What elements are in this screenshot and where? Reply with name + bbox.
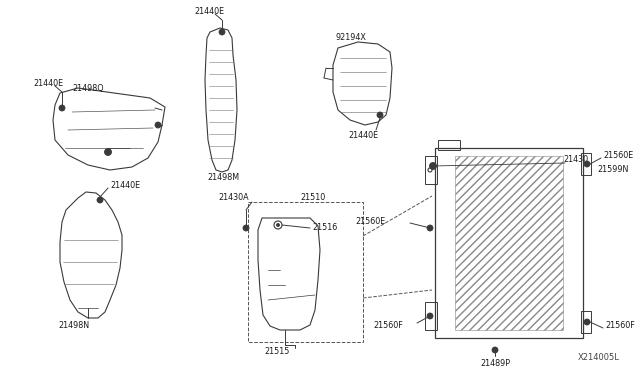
Text: 21430A: 21430A — [218, 193, 248, 202]
Bar — [435, 148, 583, 338]
Circle shape — [155, 122, 161, 128]
Text: 92194X: 92194X — [335, 33, 366, 42]
Text: 21515: 21515 — [264, 347, 289, 356]
Circle shape — [584, 319, 590, 325]
Circle shape — [243, 225, 249, 231]
Circle shape — [104, 148, 111, 155]
Circle shape — [276, 224, 280, 227]
Circle shape — [97, 197, 103, 203]
Text: 21560E: 21560E — [603, 151, 633, 160]
Circle shape — [59, 105, 65, 111]
Bar — [455, 156, 563, 330]
Circle shape — [219, 29, 225, 35]
Text: 21510: 21510 — [300, 193, 325, 202]
Text: 21516: 21516 — [312, 224, 337, 232]
Text: X214005L: X214005L — [578, 353, 620, 362]
Bar — [581, 153, 591, 175]
Circle shape — [492, 347, 498, 353]
Text: 21560E: 21560E — [355, 217, 385, 225]
Text: 21430: 21430 — [563, 155, 588, 164]
Bar — [425, 302, 437, 330]
Bar — [438, 140, 460, 150]
Bar — [425, 156, 437, 184]
Text: 21440E: 21440E — [348, 131, 378, 140]
Text: 21599N: 21599N — [597, 166, 628, 174]
Bar — [248, 202, 363, 342]
Text: 21560F: 21560F — [373, 321, 403, 330]
Circle shape — [429, 163, 436, 170]
Circle shape — [427, 225, 433, 231]
Circle shape — [584, 161, 590, 167]
Bar — [581, 311, 591, 333]
Text: 21498N: 21498N — [58, 321, 89, 330]
Circle shape — [427, 313, 433, 319]
Text: 21498Q: 21498Q — [72, 83, 104, 93]
Circle shape — [377, 112, 383, 118]
Text: 21440E: 21440E — [110, 180, 140, 189]
Text: 21440E: 21440E — [33, 78, 63, 87]
Text: 21498M: 21498M — [207, 173, 239, 183]
Text: 21489P: 21489P — [480, 359, 510, 369]
Text: 21440E: 21440E — [194, 6, 224, 16]
Text: 21560F: 21560F — [605, 321, 635, 330]
